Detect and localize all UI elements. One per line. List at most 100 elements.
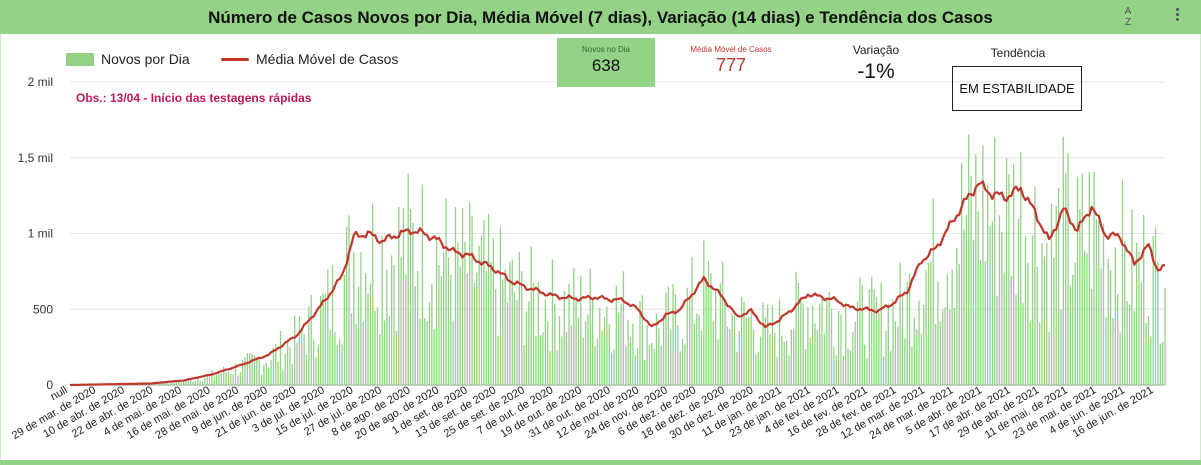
daily-bar bbox=[693, 323, 696, 385]
daily-bar bbox=[681, 339, 684, 385]
daily-bar bbox=[793, 328, 795, 385]
daily-bar bbox=[968, 134, 970, 385]
daily-bar bbox=[887, 303, 889, 385]
daily-bar bbox=[1114, 247, 1116, 385]
daily-bar bbox=[431, 283, 433, 385]
daily-bar bbox=[535, 335, 537, 385]
daily-bar bbox=[275, 344, 277, 385]
daily-bar bbox=[958, 264, 960, 385]
daily-bar bbox=[871, 276, 873, 385]
daily-bar bbox=[599, 308, 601, 385]
daily-bar bbox=[483, 220, 485, 385]
daily-bar bbox=[1057, 188, 1060, 385]
daily-bar bbox=[369, 283, 372, 385]
daily-bar bbox=[185, 381, 187, 385]
daily-bar bbox=[875, 297, 878, 385]
daily-bar bbox=[1157, 261, 1159, 385]
daily-bar bbox=[717, 339, 719, 385]
daily-bar bbox=[258, 359, 260, 385]
daily-bar bbox=[239, 372, 241, 385]
daily-bar bbox=[208, 374, 211, 385]
daily-bar bbox=[424, 318, 426, 385]
daily-bar bbox=[745, 317, 748, 385]
y-tick-label: 2 mil bbox=[28, 75, 53, 89]
daily-bar bbox=[767, 304, 769, 385]
daily-bar bbox=[452, 320, 454, 385]
daily-bar bbox=[700, 330, 703, 385]
frame-left bbox=[0, 34, 1, 460]
daily-bar bbox=[880, 282, 882, 385]
daily-bar bbox=[173, 382, 175, 385]
daily-bar bbox=[1010, 275, 1012, 385]
daily-bar bbox=[376, 307, 379, 385]
daily-bar bbox=[901, 294, 904, 385]
daily-bar bbox=[674, 294, 677, 385]
daily-bar bbox=[610, 352, 613, 385]
daily-bar bbox=[206, 374, 208, 385]
legend-bars-swatch bbox=[66, 53, 94, 66]
daily-bar bbox=[975, 154, 977, 385]
daily-bar bbox=[163, 382, 166, 385]
daily-bar bbox=[672, 283, 674, 385]
daily-bar bbox=[1029, 321, 1031, 385]
daily-bar bbox=[211, 370, 213, 385]
daily-bar bbox=[646, 325, 648, 385]
daily-bar bbox=[946, 274, 949, 385]
daily-bar bbox=[1022, 303, 1024, 385]
daily-bar bbox=[1041, 243, 1043, 385]
daily-bar bbox=[1121, 179, 1124, 385]
kpi-media-value: 777 bbox=[715, 55, 747, 75]
daily-bar bbox=[830, 308, 833, 385]
daily-bar bbox=[542, 332, 544, 385]
daily-bar bbox=[364, 273, 367, 385]
daily-bar bbox=[804, 348, 807, 385]
daily-bar bbox=[563, 291, 565, 385]
kpi-variacao-card: Variação -1% bbox=[836, 43, 916, 84]
daily-bar bbox=[1060, 309, 1062, 385]
daily-bar bbox=[1124, 240, 1126, 385]
daily-bar bbox=[374, 311, 376, 385]
daily-bar bbox=[854, 321, 856, 385]
daily-bar bbox=[660, 345, 662, 385]
daily-bar bbox=[837, 310, 840, 385]
legend-bars-label[interactable]: Novos por Dia bbox=[101, 51, 190, 67]
daily-bar bbox=[715, 290, 717, 385]
moving-average-line bbox=[69, 180, 1166, 387]
kpi-variacao-value: -1% bbox=[857, 60, 895, 83]
daily-bar bbox=[1140, 282, 1142, 385]
daily-bar bbox=[1093, 171, 1095, 385]
daily-bar bbox=[447, 257, 450, 385]
daily-bar bbox=[1074, 262, 1076, 385]
chart-title: Número de Casos Novos por Dia, Média Móv… bbox=[208, 8, 993, 27]
daily-bar bbox=[1072, 274, 1074, 385]
daily-bar bbox=[923, 305, 925, 385]
daily-bar bbox=[684, 344, 686, 385]
legend-line-label[interactable]: Média Móvel de Casos bbox=[256, 51, 399, 67]
daily-bar bbox=[218, 373, 220, 385]
y-tick-label: 1 mil bbox=[28, 227, 53, 241]
daily-bar bbox=[688, 297, 691, 385]
daily-bar bbox=[1091, 288, 1093, 385]
daily-bar bbox=[802, 303, 804, 385]
daily-bar bbox=[386, 269, 388, 385]
daily-bar bbox=[750, 309, 752, 385]
daily-bar bbox=[873, 289, 875, 385]
daily-bar bbox=[703, 240, 705, 385]
daily-bar bbox=[842, 356, 845, 385]
daily-bar bbox=[724, 298, 726, 385]
daily-bar bbox=[670, 329, 672, 385]
daily-bar bbox=[866, 358, 868, 385]
daily-bar bbox=[972, 240, 975, 385]
daily-bar bbox=[826, 298, 828, 385]
daily-bar bbox=[1105, 317, 1107, 385]
daily-bar bbox=[331, 264, 334, 385]
daily-bar bbox=[443, 252, 445, 385]
daily-bar bbox=[629, 337, 632, 385]
daily-bar bbox=[495, 288, 497, 385]
more-vert-icon[interactable] bbox=[1174, 6, 1180, 26]
daily-bar bbox=[213, 376, 215, 385]
daily-bar bbox=[1034, 186, 1036, 385]
